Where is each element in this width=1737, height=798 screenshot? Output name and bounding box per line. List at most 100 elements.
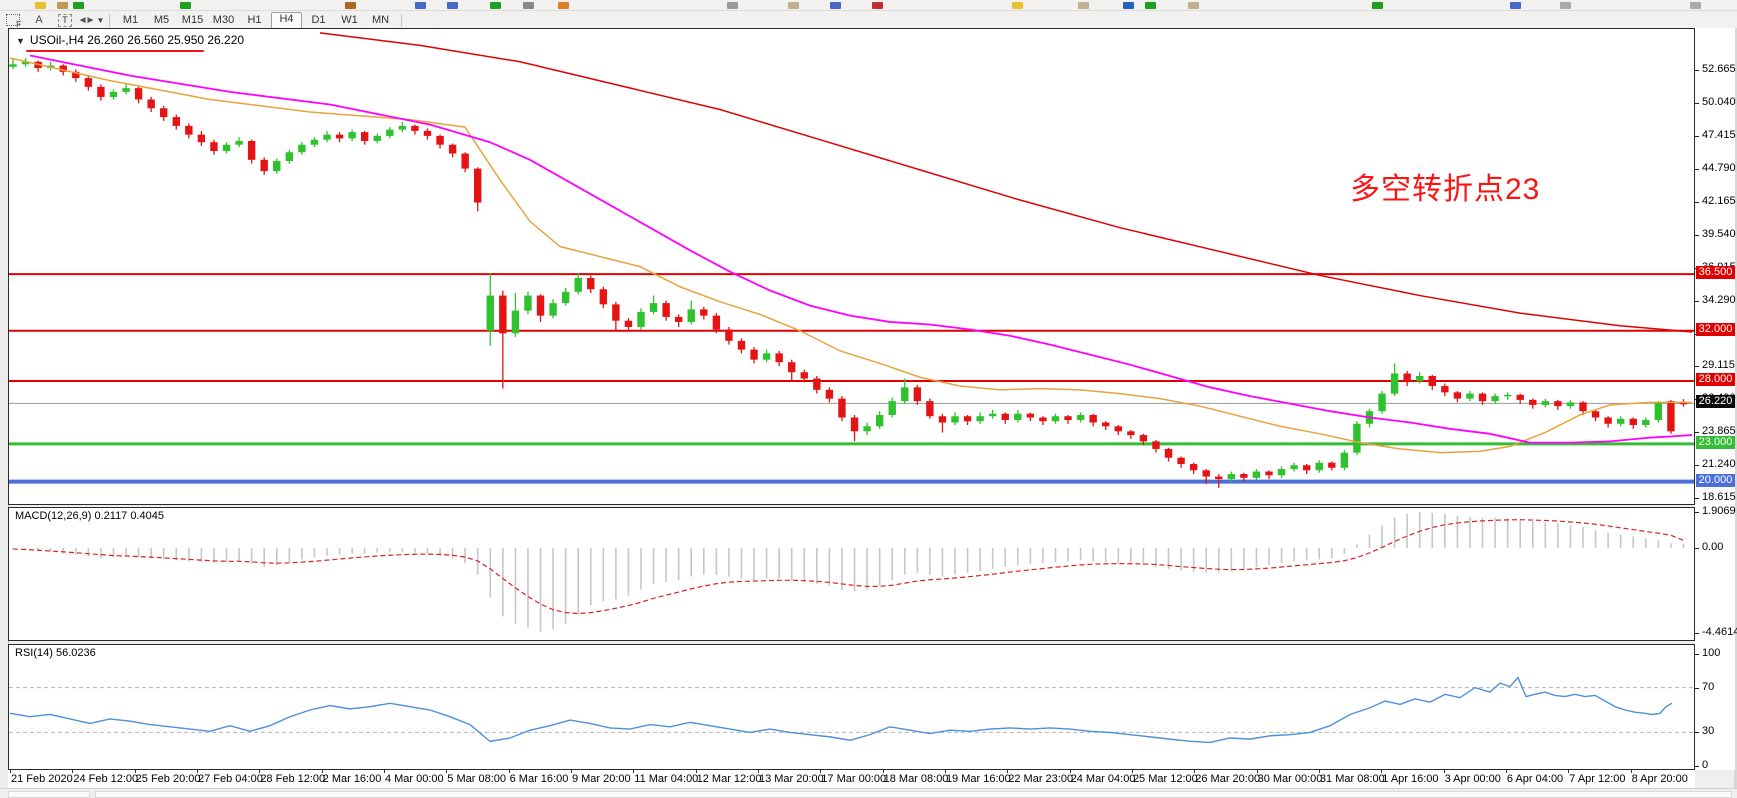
timeframe-button-h4[interactable]: H4 [271,11,302,29]
tick-mark [1695,766,1699,767]
time-tick-mark [757,770,759,773]
tick-mark [1695,432,1699,433]
rsi-indicator-pane[interactable]: RSI(14) 56.0236 [8,644,1695,770]
price-tick-label: 18.615 [1702,491,1736,503]
clipped-toolbar-icon[interactable] [447,2,458,9]
clipped-toolbar-icon[interactable] [872,2,883,9]
price-tick-label: 34.290 [1702,293,1736,306]
rsi-label: RSI(14) 56.0236 [15,647,96,659]
time-tick-mark [10,770,11,773]
window-right-edge [1734,28,1737,788]
time-tick-label: 2 Mar 16:00 [322,773,382,785]
chart-menu-caret-icon[interactable]: ▼ [16,36,25,46]
clipped-toolbar-icon[interactable] [830,2,841,9]
chart-title: ▼ USOil-,H4 26.260 26.560 25.950 26.220 [16,33,244,47]
clipped-toolbar-icon[interactable] [490,2,501,9]
time-tick-mark [695,770,697,773]
time-tick-mark [508,770,510,773]
level-price-label: 32.000 [1696,322,1735,336]
fibo-grid-icon[interactable]: F [0,12,26,29]
price-scale[interactable]: 52.66550.04047.41544.79042.16539.54036.9… [1695,28,1737,771]
clipped-toolbar-icon[interactable] [1123,2,1134,9]
time-tick-label: 1 Apr 16:00 [1382,773,1439,785]
clipped-toolbar-icon[interactable] [788,2,799,9]
price-chart-pane[interactable] [8,28,1695,505]
time-tick-label: 27 Feb 04:00 [197,773,263,785]
price-tick-label: 52.665 [1702,62,1736,75]
price-tick-label: 42.165 [1702,194,1736,207]
time-tick-mark [1318,770,1320,773]
rsi-tick-label: 0 [1702,759,1709,771]
clipped-toolbar-icon[interactable] [523,2,534,9]
tick-mark [1695,498,1699,499]
macd-tick-label: -4.4614 [1702,625,1737,638]
toolbar-separator [109,13,110,27]
tick-mark [1695,511,1699,513]
clipped-toolbar-icon[interactable] [1560,2,1571,9]
time-tick-mark [1505,770,1507,773]
time-tick-mark [820,770,822,773]
clipped-toolbar-icon[interactable] [1012,2,1023,9]
time-tick-mark [383,770,385,773]
clipped-toolbar-icon[interactable] [727,2,738,9]
arrows-style-icon[interactable]: ◄► ▼ [78,12,105,28]
time-scale[interactable]: 21 Feb 2020 24 Feb 12:00 25 Feb 20:00 27 Fe… [8,770,1695,788]
clipped-toolbar-icon[interactable] [1145,2,1156,9]
time-tick-mark [72,770,74,773]
text-box-icon[interactable]: T [52,12,78,28]
timeframe-button-m30[interactable]: M30 [212,13,235,26]
time-tick-label: 9 Mar 20:00 [571,773,631,785]
rsi-tick-label: 100 [1702,647,1721,659]
toolbar-row-clipped [0,0,1737,11]
timeframe-button-m1[interactable]: M1 [122,13,139,26]
text-label-icon[interactable]: A [35,14,43,26]
clipped-toolbar-icon[interactable] [415,2,426,9]
timeframe-button-m5[interactable]: M5 [153,13,170,26]
time-tick-label: 4 Mar 00:00 [384,773,444,785]
clipped-toolbar-icon[interactable] [345,2,356,9]
clipped-toolbar-icon[interactable] [73,2,84,9]
time-tick-label: 7 Apr 12:00 [1569,773,1626,785]
clipped-toolbar-icon[interactable] [1078,2,1089,9]
timeframe-button-m15[interactable]: M15 [181,13,204,26]
time-tick-label: 22 Mar 23:00 [1008,773,1074,785]
clipped-toolbar-icon[interactable] [35,2,46,9]
clipped-toolbar-icon[interactable] [1510,2,1521,9]
rsi-tick-label: 70 [1702,680,1715,693]
clipped-toolbar-icon[interactable] [180,2,191,9]
time-tick-label: 21 Feb 2020 [11,773,73,785]
timeframe-button-d1[interactable]: D1 [311,13,326,26]
price-tick-label: 23.865 [1702,425,1736,437]
rsi-chart [9,676,1694,744]
clipped-toolbar-icon[interactable] [1188,2,1199,9]
tick-mark [1695,300,1699,302]
chart-annotation-text: 多空转折点23 [1350,173,1541,206]
status-cell [95,791,1732,798]
clipped-toolbar-icon[interactable] [1690,2,1701,9]
time-tick-mark [944,770,946,773]
macd-indicator-pane[interactable]: MACD(12,26,9) 0.2117 0.4045 [8,507,1695,641]
tick-mark [1695,632,1699,634]
tick-mark [1695,201,1699,203]
clipped-toolbar-icon[interactable] [558,2,569,9]
timeframe-button-w1[interactable]: W1 [341,13,358,26]
time-tick-mark [1069,770,1071,773]
clipped-toolbar-icon[interactable] [57,2,68,9]
time-tick-label: 26 Mar 20:00 [1195,773,1261,785]
time-tick-mark [259,770,261,773]
timeframe-buttons: M1 M5 M15 M30 H1 H4 D1 W1 MN [115,11,396,29]
status-cell [8,791,90,798]
tick-mark [1695,69,1699,71]
time-tick-label: 25 Feb 20:00 [135,773,201,785]
timeframe-button-h1[interactable]: H1 [247,13,262,26]
time-tick-mark [1568,770,1570,773]
clipped-toolbar-icon[interactable] [1372,2,1383,9]
macd-chart [12,511,1685,632]
time-tick-mark [1630,770,1632,773]
candlestick-chart [9,32,1694,488]
time-tick-mark [882,770,884,773]
rsi-tick-label: 30 [1702,725,1715,738]
price-tick-label: 21.240 [1702,458,1736,470]
timeframe-button-mn[interactable]: MN [371,13,390,26]
